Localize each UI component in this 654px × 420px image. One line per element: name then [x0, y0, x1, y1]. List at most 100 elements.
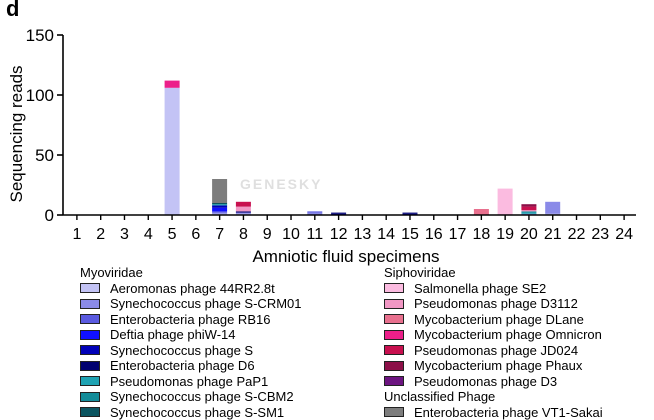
legend-swatch — [80, 345, 100, 355]
bars-layer — [165, 81, 561, 215]
legend-group-title-0: Myoviridae — [80, 265, 302, 281]
x-tick-label-11: 11 — [307, 226, 324, 243]
legend-label: Deftia phage phiW-14 — [110, 327, 236, 343]
bar-segment-8-s1 — [236, 213, 251, 214]
legend-swatch — [80, 392, 100, 402]
legend-swatch — [80, 376, 100, 386]
legend-label: Synechococcus phage S-CBM2 — [110, 389, 294, 405]
legend-swatch — [80, 314, 100, 324]
legend-item: Synechococcus phage S-CBM2 — [80, 389, 302, 405]
legend-group-title-1: Siphoviridae — [384, 265, 603, 281]
x-tick-label-4: 4 — [144, 226, 153, 243]
x-tick-label-7: 7 — [215, 226, 224, 243]
legend-swatch — [384, 330, 404, 340]
legend-swatch — [384, 299, 404, 309]
bar-segment-7-s2 — [212, 211, 227, 212]
legend-item: Synechococcus phage S-CRM01 — [80, 296, 302, 312]
bar-segment-7-s1 — [212, 213, 227, 214]
legend-item: Pseudomonas phage D3 — [384, 374, 603, 390]
bar-segment-7-s4 — [212, 205, 227, 207]
legend-label: Mycobacterium phage Phaux — [414, 358, 582, 374]
legend-item: Pseudomonas phage D3112 — [384, 296, 603, 312]
legend-label: Pseudomonas phage D3 — [414, 374, 557, 390]
bar-segment-18-s11 — [474, 209, 489, 215]
bar-segment-5-s0 — [165, 88, 180, 215]
y-tick-label-150: 150 — [26, 26, 54, 45]
legend-swatch — [80, 283, 100, 293]
legend-item: Salmonella phage SE2 — [384, 281, 603, 297]
x-tick-label-9: 9 — [263, 226, 272, 243]
legend-item: Enterobacteria phage RB16 — [80, 312, 302, 328]
x-tick-label-15: 15 — [401, 226, 419, 243]
bar-segment-20-s14 — [521, 204, 536, 206]
legend-item: Aeromonas phage 44RR2.8t — [80, 281, 302, 297]
bar-segment-11-s2 — [307, 211, 322, 212]
x-axis-label: Amniotic fluid specimens — [252, 247, 439, 266]
x-tick-label-13: 13 — [353, 226, 371, 243]
legend-swatch — [80, 361, 100, 371]
legend-swatch — [384, 361, 404, 371]
legend-label: Aeromonas phage 44RR2.8t — [110, 281, 275, 297]
bar-segment-7-s3 — [212, 208, 227, 212]
bar-segment-19-s9 — [498, 189, 513, 215]
bar-segment-20-s7 — [521, 211, 536, 212]
x-tick-label-20: 20 — [520, 226, 538, 243]
x-tick-label-3: 3 — [120, 226, 129, 243]
x-tick-label-16: 16 — [425, 226, 443, 243]
legend-label: Mycobacterium phage DLane — [414, 312, 584, 328]
bar-segment-20-s13 — [521, 207, 536, 211]
legend-group-title-2: Unclassified Phage — [384, 389, 603, 405]
x-tick-label-2: 2 — [96, 226, 105, 243]
legend-label: Mycobacterium phage Omnicron — [414, 327, 602, 343]
x-tick-label-21: 21 — [544, 226, 562, 243]
legend-item: Synechococcus phage S-SM1 — [80, 405, 302, 420]
bar-segment-7-s8 — [212, 203, 227, 204]
bar-segment-20-s10 — [521, 210, 536, 211]
legend-swatch — [80, 330, 100, 340]
x-tick-label-12: 12 — [330, 226, 348, 243]
legend-swatch — [384, 345, 404, 355]
legend-label: Pseudomonas phage JD024 — [414, 343, 578, 359]
legend-item: Mycobacterium phage Phaux — [384, 358, 603, 374]
bar-segment-8-s5 — [236, 211, 251, 212]
x-tick-label-8: 8 — [239, 226, 248, 243]
legend-swatch — [80, 299, 100, 309]
x-tick-label-14: 14 — [377, 226, 395, 243]
y-tick-label-0: 0 — [45, 206, 54, 225]
y-tick-label-100: 100 — [26, 86, 54, 105]
x-tick-label-18: 18 — [472, 226, 490, 243]
x-tick-label-5: 5 — [168, 226, 177, 243]
legend-item: Mycobacterium phage DLane — [384, 312, 603, 328]
bar-segment-12-s5 — [331, 213, 346, 214]
x-tick-label-6: 6 — [191, 226, 200, 243]
x-tick-label-23: 23 — [591, 226, 609, 243]
x-tick-label-1: 1 — [72, 226, 81, 243]
y-tick-label-50: 50 — [35, 146, 54, 165]
legend-label: Synechococcus phage S-CRM01 — [110, 296, 302, 312]
bar-segment-7-s16 — [212, 179, 227, 203]
legend-label: Enterobacteria phage D6 — [110, 358, 255, 374]
bar-segment-20-s6 — [521, 213, 536, 214]
legend-label: Synechococcus phage S-SM1 — [110, 405, 284, 420]
legend-item: Enterobacteria phage VT1-Sakai — [384, 405, 603, 420]
legend-label: Enterobacteria phage RB16 — [110, 312, 270, 328]
panel-label: d — [6, 0, 19, 22]
x-tick-label-19: 19 — [496, 226, 514, 243]
legend-label: Pseudomonas phage D3112 — [414, 296, 578, 312]
legend-item: Enterobacteria phage D6 — [80, 358, 302, 374]
legend-swatch — [384, 283, 404, 293]
x-tick-label-10: 10 — [282, 226, 300, 243]
bar-segment-15-s5 — [403, 213, 418, 214]
legend-swatch — [384, 376, 404, 386]
y-axis-label: Sequencing reads — [7, 65, 26, 202]
legend-item: Deftia phage phiW-14 — [80, 327, 302, 343]
legend-label: Synechococcus phage S — [110, 343, 253, 359]
watermark-text: GENESKY — [240, 176, 322, 192]
x-tick-label-24: 24 — [615, 226, 633, 243]
bar-segment-8-s13 — [236, 202, 251, 207]
legend-item: Pseudomonas phage JD024 — [384, 343, 603, 359]
legend-item: Synechococcus phage S — [80, 343, 302, 359]
